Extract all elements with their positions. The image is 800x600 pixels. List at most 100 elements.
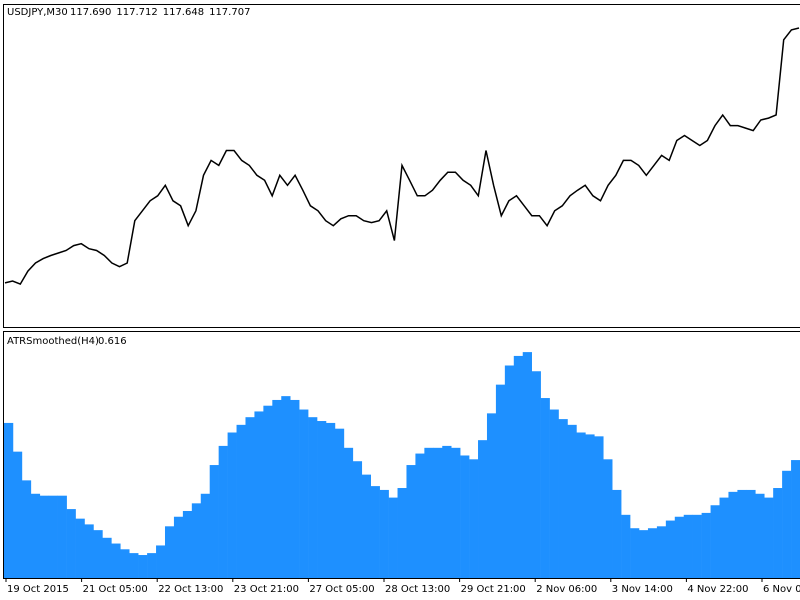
histogram-bar [57,495,67,578]
histogram-bar [442,445,452,578]
histogram-bar [737,489,747,578]
histogram-bar [701,512,711,578]
histogram-bar [111,543,121,578]
x-tick-label: 4 Nov 22:00 [687,584,748,595]
x-tick-label: 19 Oct 2015 [7,584,69,595]
histogram-bar [719,497,729,578]
histogram-bar [263,405,273,578]
histogram-bar [120,549,130,578]
histogram-bar [746,489,756,578]
histogram-bar [469,459,479,578]
histogram-bar [236,424,246,578]
histogram-bar [674,516,685,578]
x-tick-label: 6 Nov 0 [763,584,800,595]
histogram-bar [4,422,14,578]
histogram-bar [522,352,532,578]
histogram-bar [656,526,667,578]
histogram-bar [75,518,85,578]
histogram-bar [683,514,693,578]
histogram-bar [379,489,389,578]
histogram-bar [66,509,76,578]
histogram-bar [245,417,255,578]
histogram-bar [191,503,202,578]
histogram-bar [272,399,282,578]
histogram-bar [567,424,577,578]
histogram-bar [755,493,765,578]
histogram-bar [558,419,568,578]
histogram-bar [317,421,327,578]
histogram-bar [352,461,363,578]
histogram-bar [48,495,58,578]
x-tick-label: 22 Oct 13:00 [158,584,223,595]
x-tick-label: 27 Oct 05:00 [309,584,374,595]
x-tick-label: 3 Nov 14:00 [612,584,673,595]
x-tick-label: 21 Oct 05:00 [83,584,148,595]
histogram-bar [639,530,649,578]
histogram-bar [585,434,595,578]
histogram-bar [621,514,631,578]
histogram-bar [433,447,443,578]
histogram-bar [129,553,139,578]
histogram-bar [531,371,541,578]
x-tick-label: 29 Oct 21:00 [461,584,526,595]
histogram-bar [84,524,94,578]
histogram-bar [12,451,23,578]
histogram-bar [21,480,32,578]
histogram-bar [388,497,398,578]
histogram-bar [182,510,193,578]
quote-value: 117.648 [163,7,204,18]
histogram-bar [308,417,318,578]
histogram-bar [218,445,228,578]
histogram-bar [200,493,211,578]
histogram-bar [397,488,407,578]
histogram-bar [102,537,112,578]
histogram-bar [647,528,658,578]
histogram-bar [513,355,524,578]
histogram-bar [164,526,175,578]
histogram-bar [451,447,461,578]
histogram-bar [504,365,515,578]
histogram-bar [325,422,336,578]
histogram-bar [773,488,783,578]
histogram-bar [603,459,613,578]
histogram-bar [728,491,738,578]
histogram-bar [138,555,148,578]
histogram-bar [540,398,550,578]
quote-value: 117.707 [209,7,250,18]
indicator-value: 0.616 [98,336,127,347]
histogram-bar [147,553,157,578]
histogram-bar [209,465,219,578]
x-tick-label: 23 Oct 21:00 [234,584,299,595]
histogram-bar [406,465,416,578]
histogram-bar [290,399,300,578]
histogram-bar [495,384,506,578]
histogram-bar [612,489,622,578]
histogram-bar [594,436,604,578]
histogram-bar [173,516,184,578]
x-tick-label: 2 Nov 06:00 [536,584,597,595]
x-tick-label: 28 Oct 13:00 [385,584,450,595]
histogram-bar [361,474,371,578]
histogram-bar [39,495,50,578]
histogram-bar [549,409,559,578]
histogram-bar [227,432,237,578]
histogram-bar [424,447,434,578]
histogram-bar [576,432,586,578]
histogram-bar [478,440,488,578]
histogram-bar [630,528,640,578]
histogram-bar [281,396,291,578]
histogram-bar [30,493,41,578]
histogram-bar [415,453,425,578]
histogram-bar [299,409,309,578]
quote-value: 117.690 [70,7,111,18]
histogram-bar [710,505,720,578]
histogram-bar [486,413,497,578]
price-line [4,27,800,286]
histogram-bar [334,428,345,578]
histogram-bar [764,497,774,578]
histogram-bar [692,514,702,578]
histogram-bar [93,530,103,578]
histogram-bar [254,411,264,578]
